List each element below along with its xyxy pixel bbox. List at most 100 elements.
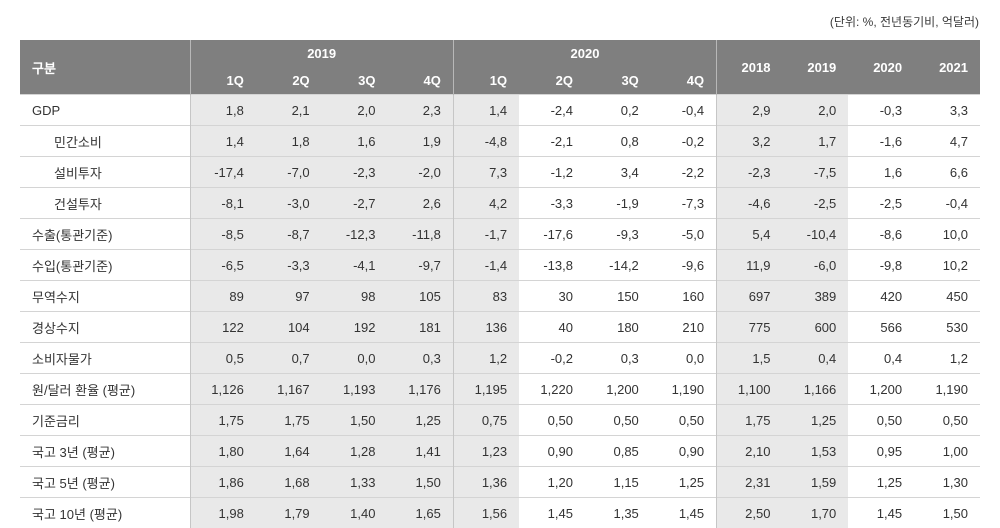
- value-cell: -14,2: [584, 249, 651, 281]
- value-cell: -8,5: [189, 218, 256, 250]
- value-cell: 1,4: [452, 94, 520, 126]
- value-cell: 98: [321, 280, 388, 312]
- value-cell: -6,0: [782, 249, 849, 281]
- value-cell: 7,3: [452, 156, 520, 188]
- value-cell: 0,4: [848, 342, 915, 374]
- value-cell: -6,5: [189, 249, 256, 281]
- value-cell: 1,41: [387, 435, 454, 467]
- row-label: 민간소비: [20, 125, 190, 157]
- value-cell: -7,5: [782, 156, 849, 188]
- value-cell: 1,45: [519, 497, 585, 528]
- value-cell: 1,75: [189, 404, 256, 436]
- value-cell: 0,8: [584, 125, 651, 157]
- row-label: 국고 10년 (평균): [20, 497, 190, 528]
- value-cell: 6,6: [914, 156, 980, 188]
- row-label: 설비투자: [20, 156, 190, 188]
- value-cell: 1,15: [584, 466, 651, 498]
- row-label: 수입(통관기준): [20, 249, 190, 281]
- value-cell: -7,3: [650, 187, 717, 219]
- value-cell: -4,1: [321, 249, 388, 281]
- value-cell: 3,4: [584, 156, 651, 188]
- value-cell: 0,4: [782, 342, 849, 374]
- row-label: 건설투자: [20, 187, 190, 219]
- value-cell: 0,3: [387, 342, 454, 374]
- annual-header-2019: 2019: [782, 40, 849, 95]
- value-cell: 1,25: [848, 466, 915, 498]
- value-cell: -2,2: [650, 156, 717, 188]
- table-row: 국고 3년 (평균) 1,80 1,64 1,28 1,41 1,23 0,90 0,85 0,…: [20, 435, 980, 467]
- value-cell: 1,56: [452, 497, 520, 528]
- quarter-header: 2Q: [519, 67, 585, 95]
- table-row: 수출(통관기준) -8,5 -8,7 -12,3 -11,8 -1,7 -17,6 -9,3-…: [20, 218, 980, 250]
- value-cell: 1,6: [321, 125, 388, 157]
- value-cell: 0,5: [189, 342, 256, 374]
- value-cell: 1,45: [848, 497, 915, 528]
- value-cell: 1,4: [189, 125, 256, 157]
- value-cell: 1,75: [255, 404, 322, 436]
- table-row: 건설투자 -8,1 -3,0 -2,7 2,6 4,2 -3,3 -1,9 -7,3 -4,6 -2…: [20, 187, 980, 219]
- value-cell: 1,79: [255, 497, 322, 528]
- value-cell: -2,4: [519, 94, 585, 126]
- value-cell: -7,0: [255, 156, 322, 188]
- value-cell: -9,6: [650, 249, 717, 281]
- value-cell: 122: [189, 311, 256, 343]
- row-label: 국고 3년 (평균): [20, 435, 190, 467]
- quarter-header: 1Q: [452, 67, 520, 95]
- value-cell: 180: [584, 311, 651, 343]
- value-cell: -3,3: [519, 187, 585, 219]
- value-cell: 1,70: [782, 497, 849, 528]
- table-row: 경상수지 122 104 192 181 136 40 180 210 775 600 566 530: [20, 311, 980, 343]
- value-cell: 0,50: [914, 404, 980, 436]
- value-cell: 1,45: [650, 497, 717, 528]
- value-cell: 1,50: [321, 404, 388, 436]
- row-label: 무역수지: [20, 280, 190, 312]
- value-cell: 1,86: [189, 466, 256, 498]
- value-cell: 150: [584, 280, 651, 312]
- value-cell: -4,8: [452, 125, 520, 157]
- value-cell: 1,50: [914, 497, 980, 528]
- value-cell: 1,2: [914, 342, 980, 374]
- value-cell: 0,85: [584, 435, 651, 467]
- unit-note: (단위: %, 전년동기비, 억달러): [829, 15, 979, 29]
- value-cell: 389: [782, 280, 849, 312]
- value-cell: -0,4: [914, 187, 980, 219]
- header-row-groups: 구분 2019 2020 2018 2019 2020 2021: [20, 40, 980, 95]
- value-cell: -2,5: [782, 187, 849, 219]
- value-cell: 1,40: [321, 497, 388, 528]
- value-cell: -4,6: [716, 187, 783, 219]
- table-row: 수입(통관기준) -6,5 -3,3 -4,1 -9,7 -1,4 -13,8 -14,2 -9…: [20, 249, 980, 281]
- table-row: 설비투자 -17,4 -7,0 -2,3 -2,0 7,3 -1,2 3,4 -2,2 -2,3-…: [20, 156, 980, 188]
- value-cell: 2,3: [387, 94, 454, 126]
- value-cell: 2,10: [716, 435, 783, 467]
- value-cell: 530: [914, 311, 980, 343]
- value-cell: 1,166: [782, 373, 849, 405]
- value-cell: 30: [519, 280, 585, 312]
- value-cell: 1,7: [782, 125, 849, 157]
- value-cell: 1,8: [255, 125, 322, 157]
- value-cell: 450: [914, 280, 980, 312]
- value-cell: -17,6: [519, 218, 585, 250]
- value-cell: 89: [189, 280, 256, 312]
- row-label: 기준금리: [20, 404, 190, 436]
- table-row: 국고 10년 (평균) 1,98 1,79 1,40 1,65 1,56 1,45 1,35 1…: [20, 497, 980, 528]
- value-cell: 1,36: [452, 466, 520, 498]
- value-cell: 0,50: [519, 404, 585, 436]
- table-body: GDP 1,8 2,1 2,0 2,3 1,4 -2,4 0,2 -0,4 2,9 2,0 -0,3 3…: [20, 94, 980, 528]
- value-cell: -1,4: [452, 249, 520, 281]
- value-cell: -8,6: [848, 218, 915, 250]
- value-cell: 0,2: [584, 94, 651, 126]
- value-cell: 4,2: [452, 187, 520, 219]
- value-cell: 1,80: [189, 435, 256, 467]
- value-cell: 0,90: [519, 435, 585, 467]
- value-cell: 3,2: [716, 125, 783, 157]
- group-header-2019: 2019: [189, 40, 454, 67]
- value-cell: -3,0: [255, 187, 322, 219]
- value-cell: -2,0: [387, 156, 454, 188]
- quarter-header: 3Q: [584, 67, 651, 95]
- value-cell: 1,30: [914, 466, 980, 498]
- value-cell: 1,25: [387, 404, 454, 436]
- value-cell: 1,126: [189, 373, 256, 405]
- value-cell: 0,95: [848, 435, 915, 467]
- value-cell: -13,8: [519, 249, 585, 281]
- value-cell: 1,50: [387, 466, 454, 498]
